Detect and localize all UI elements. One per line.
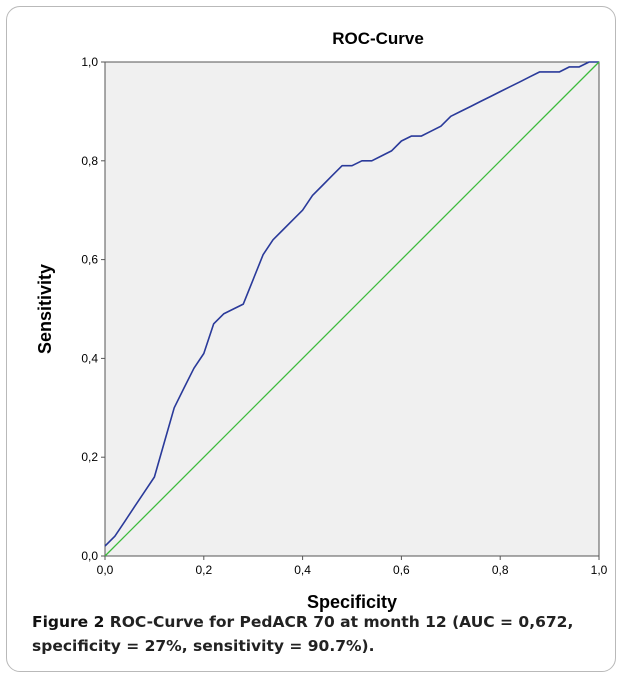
caption-text: ROC-Curve for PedACR 70 at month 12 (AUC… (32, 613, 574, 655)
x-tick-label: 0,2 (195, 563, 212, 577)
y-tick-label: 0,0 (81, 549, 98, 563)
series-layer (104, 61, 600, 557)
caption-label: Figure 2 (32, 613, 105, 631)
x-tick-label: 0,0 (97, 563, 114, 577)
x-tick-label: 1,0 (591, 563, 608, 577)
y-tick-label: 0,2 (81, 450, 98, 464)
x-axis-label: Specificity (307, 592, 397, 612)
figure-caption: Figure 2 ROC-Curve for PedACR 70 at mont… (32, 610, 612, 658)
reference-diagonal-line (104, 61, 600, 557)
y-tick-label: 1,0 (81, 55, 98, 69)
x-tick-label: 0,4 (294, 563, 311, 577)
x-tick-label: 0,8 (492, 563, 509, 577)
y-axis: 0,0 0,2 0,4 0,6 0,8 1,0 (81, 55, 105, 563)
y-axis-label: Sensitivity (35, 264, 55, 354)
y-tick-label: 0,4 (81, 351, 98, 365)
x-tick-label: 0,6 (393, 563, 410, 577)
roc-curve-line (104, 61, 599, 547)
y-tick-label: 0,6 (81, 253, 98, 267)
x-axis: 0,0 0,2 0,4 0,6 0,8 1,0 (97, 556, 608, 577)
chart-title: ROC-Curve (332, 29, 424, 48)
y-tick-label: 0,8 (81, 154, 98, 168)
